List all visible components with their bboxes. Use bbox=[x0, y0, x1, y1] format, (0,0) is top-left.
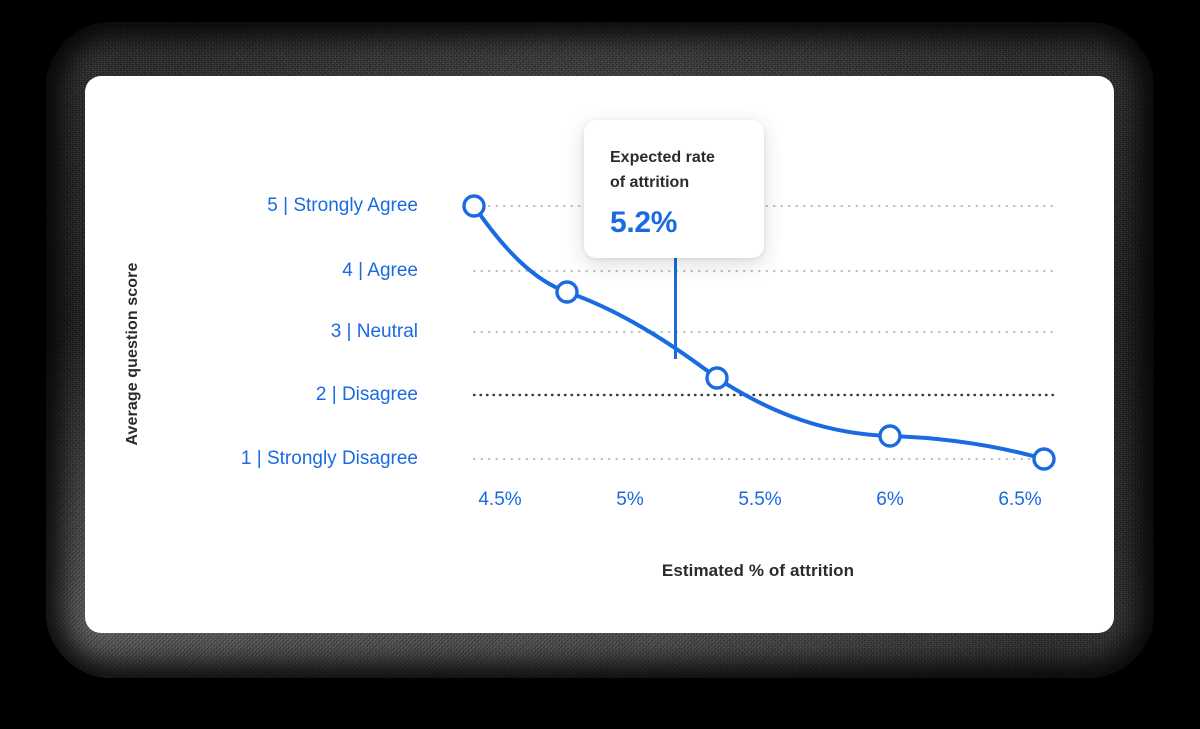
tooltip-title-line-1: Expected rate bbox=[610, 149, 715, 166]
tooltip-connector-line bbox=[674, 258, 677, 359]
y-axis-title: Average question score bbox=[124, 262, 141, 446]
x-tick-label-4-5: 4.5% bbox=[478, 489, 522, 510]
x-tick-label-6-5: 6.5% bbox=[998, 489, 1042, 510]
x-tick-label-5-5: 5.5% bbox=[738, 489, 782, 510]
plot-area: 5 | Strongly Agree 4 | Agree 3 | Neutral… bbox=[85, 76, 1114, 633]
y-tick-label-4: 4 | Agree bbox=[342, 260, 418, 281]
tooltip-title: Expected rate of attrition bbox=[610, 146, 730, 196]
x-tick-label-5: 5% bbox=[616, 489, 644, 510]
x-tick-label-6: 6% bbox=[876, 489, 904, 510]
x-axis-title: Estimated % of attrition bbox=[661, 561, 855, 580]
y-tick-label-2: 2 | Disagree bbox=[315, 384, 418, 405]
y-tick-label-1: 1 | Strongly Disagree bbox=[240, 448, 418, 469]
chart-series bbox=[462, 194, 1056, 471]
y-axis-tick-labels: 5 | Strongly Agree 4 | Agree 3 | Neutral… bbox=[185, 76, 418, 633]
expected-attrition-tooltip[interactable]: Expected rate of attrition 5.2% bbox=[584, 120, 764, 258]
chart-card: 5 | Strongly Agree 4 | Agree 3 | Neutral… bbox=[85, 76, 1114, 633]
tooltip-title-line-2: of attrition bbox=[610, 173, 690, 191]
chart-gridlines bbox=[472, 205, 1060, 460]
y-tick-label-5: 5 | Strongly Agree bbox=[267, 195, 418, 216]
tooltip-value: 5.2% bbox=[610, 205, 678, 239]
y-tick-label-3: 3 | Neutral bbox=[330, 321, 418, 342]
